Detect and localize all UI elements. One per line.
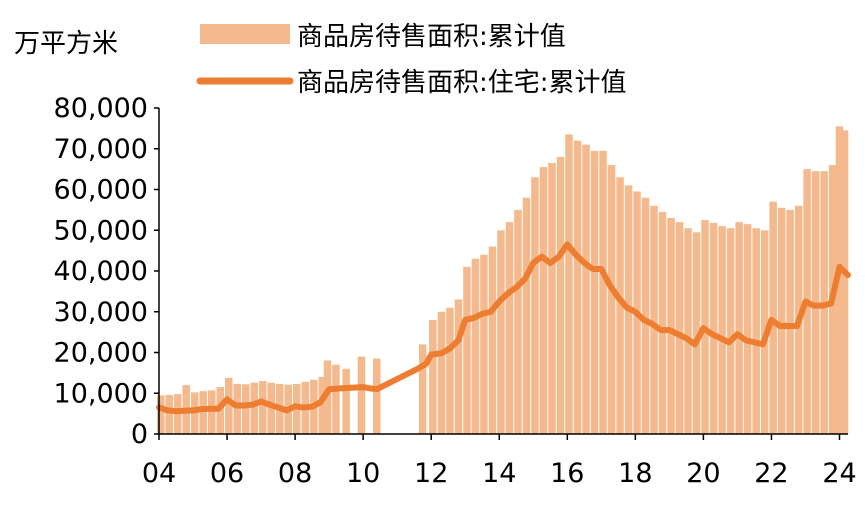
x-tick-label-1: 06 (210, 458, 244, 489)
bar-34 (497, 230, 505, 435)
bar-57 (692, 232, 701, 434)
x-tick-label-0: 04 (142, 458, 176, 489)
x-tick-label-9: 22 (754, 458, 788, 489)
bar-22 (342, 368, 350, 434)
bar-54 (667, 218, 675, 434)
bar-12 (259, 381, 267, 434)
bar-53 (658, 211, 667, 434)
bar-1 (165, 394, 173, 434)
bar-39 (539, 167, 548, 434)
bar-41 (556, 156, 565, 434)
bar-75 (840, 130, 849, 434)
bar-11 (250, 382, 258, 434)
x-tick-label-10: 24 (822, 458, 856, 489)
y-tick-label-1: 10,000 (54, 378, 148, 409)
bar-10 (242, 384, 250, 434)
bar-45 (590, 150, 599, 435)
bar-29 (454, 299, 463, 434)
bar-55 (675, 222, 684, 434)
bar-36 (514, 209, 522, 434)
bar-47 (607, 165, 616, 434)
bar-37 (522, 197, 531, 434)
bar-44 (582, 144, 590, 434)
bar-60 (718, 226, 726, 434)
y-axis-ticks: 0 10,000 20,000 30,000 40,000 50,000 60,000 70,… (54, 93, 159, 450)
bar-4 (191, 392, 199, 434)
y-tick-label-2: 20,000 (54, 338, 148, 369)
bar-62 (735, 222, 743, 434)
bar-42 (565, 134, 573, 434)
x-tick-label-3: 10 (346, 458, 380, 489)
y-tick-label-6: 60,000 (54, 175, 148, 206)
bar-33 (488, 246, 497, 434)
bar-8 (225, 377, 233, 434)
legend-bar-label: 商品房待售面积:累计值 (297, 22, 566, 52)
bar-35 (505, 222, 514, 434)
x-tick-label-7: 18 (618, 458, 652, 489)
bar-6 (208, 390, 216, 434)
bar-71 (811, 171, 820, 434)
bar-48 (616, 177, 624, 435)
bar-67 (777, 207, 786, 434)
bar-63 (743, 224, 752, 434)
bar-61 (726, 228, 735, 434)
y-axis-unit-label: 万平方米 (14, 29, 118, 59)
bar-51 (641, 197, 650, 434)
bar-40 (548, 163, 556, 434)
bar-68 (786, 209, 794, 434)
bar-24 (373, 358, 381, 434)
bar-23 (357, 356, 366, 434)
bar-43 (573, 140, 582, 434)
x-tick-label-8: 20 (686, 458, 720, 489)
bar-38 (531, 177, 539, 435)
x-tick-label-5: 14 (482, 458, 516, 489)
bar-21 (332, 364, 340, 434)
bar-30 (463, 266, 471, 434)
bar-0 (157, 395, 165, 434)
bar-5 (199, 391, 207, 434)
bar-64 (752, 228, 760, 434)
x-tick-label-2: 08 (278, 458, 312, 489)
bar-32 (480, 254, 488, 434)
bar-26 (429, 319, 437, 434)
y-tick-label-8: 80,000 (54, 93, 148, 124)
x-tick-label-4: 12 (414, 458, 448, 489)
bar-20 (323, 360, 332, 434)
bar-19 (318, 376, 327, 434)
x-tick-label-6: 16 (550, 458, 584, 489)
bar-28 (446, 307, 454, 434)
bar-31 (471, 258, 480, 434)
bar-46 (599, 150, 607, 435)
bar-52 (650, 205, 658, 434)
legend-line-label: 商品房待售面积:住宅:累计值 (297, 68, 627, 98)
bar-9 (233, 383, 241, 434)
bar-25 (418, 344, 427, 434)
y-tick-label-0: 0 (131, 419, 148, 450)
bar-56 (684, 228, 692, 434)
legend-bar-swatch (200, 24, 290, 44)
y-tick-label-5: 50,000 (54, 215, 148, 246)
y-tick-label-7: 70,000 (54, 134, 148, 165)
x-axis-ticks: 04 06 08 10 12 14 16 18 20 22 24 (142, 434, 857, 489)
line-series (156, 241, 851, 415)
bar-27 (437, 311, 446, 435)
y-tick-label-3: 30,000 (54, 297, 148, 328)
bar-59 (709, 222, 718, 434)
y-tick-label-4: 40,000 (54, 256, 148, 287)
bar-series (157, 126, 849, 435)
